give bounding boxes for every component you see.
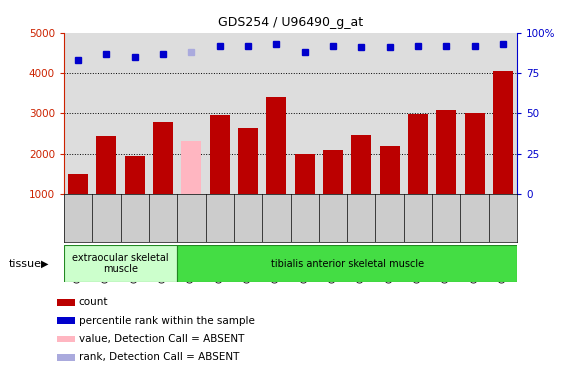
Text: ▶: ▶: [41, 258, 48, 269]
Bar: [153, 122, 173, 194]
Bar: [68, 174, 88, 194]
Text: percentile rank within the sample: percentile rank within the sample: [79, 315, 254, 326]
Text: GDS254 / U96490_g_at: GDS254 / U96490_g_at: [218, 16, 363, 29]
Bar: [57, 336, 76, 342]
Bar: [352, 135, 371, 194]
FancyBboxPatch shape: [64, 245, 177, 282]
Text: extraocular skeletal
muscle: extraocular skeletal muscle: [72, 253, 169, 274]
Text: tissue: tissue: [9, 258, 42, 269]
Bar: [181, 141, 201, 194]
FancyBboxPatch shape: [177, 245, 517, 282]
Bar: [57, 354, 76, 361]
Bar: [210, 116, 229, 194]
Bar: [96, 136, 116, 194]
Bar: [408, 114, 428, 194]
Bar: [465, 113, 485, 194]
Bar: [436, 110, 456, 194]
Bar: [57, 317, 76, 324]
Text: value, Detection Call = ABSENT: value, Detection Call = ABSENT: [79, 334, 244, 344]
Bar: [238, 128, 258, 194]
Bar: [323, 150, 343, 194]
Bar: [493, 71, 513, 194]
Text: rank, Detection Call = ABSENT: rank, Detection Call = ABSENT: [79, 352, 239, 362]
Bar: [57, 299, 76, 306]
Bar: [125, 156, 145, 194]
Bar: [267, 97, 286, 194]
Bar: [380, 146, 400, 194]
Bar: [295, 154, 314, 194]
Text: count: count: [79, 297, 108, 307]
Text: tibialis anterior skeletal muscle: tibialis anterior skeletal muscle: [271, 258, 424, 269]
